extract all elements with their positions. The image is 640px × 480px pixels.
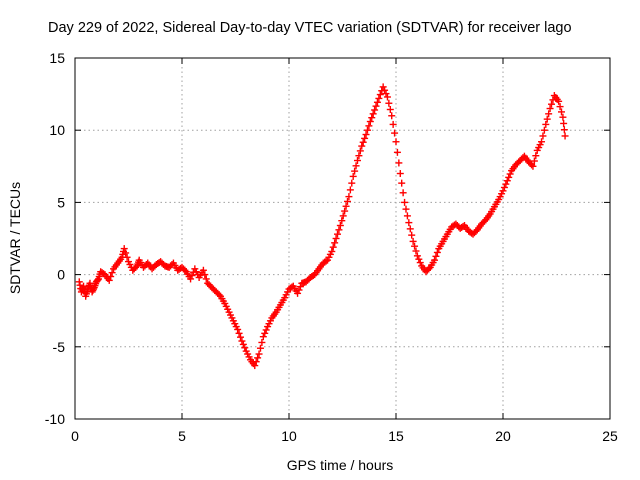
data-point — [546, 105, 554, 113]
y-tick-label: 10 — [49, 122, 65, 138]
y-tick-label: 15 — [49, 50, 65, 66]
data-point — [396, 170, 404, 178]
data-point — [341, 207, 349, 215]
y-axis-label: SDTVAR / TECUs — [7, 182, 23, 294]
data-point — [503, 177, 511, 185]
data-point — [561, 132, 569, 140]
data-point — [238, 337, 246, 345]
axis-ticks — [74, 57, 611, 420]
data-point — [371, 106, 379, 114]
chart-title: Day 229 of 2022, Sidereal Day-to-day VTE… — [48, 20, 572, 36]
data-point — [255, 350, 263, 358]
plot-frame — [74, 57, 611, 420]
data-points — [75, 83, 569, 370]
grid-lines — [75, 58, 610, 419]
data-point — [542, 120, 550, 128]
data-point — [388, 112, 396, 120]
data-point — [375, 94, 383, 102]
data-point — [366, 118, 374, 126]
y-tick-label: 0 — [57, 267, 65, 283]
data-point — [349, 172, 357, 180]
data-point — [336, 222, 344, 230]
data-point — [383, 93, 391, 101]
data-point — [362, 131, 370, 139]
x-tick-label: 10 — [281, 428, 297, 444]
x-tick-label: 25 — [602, 428, 618, 444]
x-tick-label: 20 — [495, 428, 511, 444]
x-tick-labels: 0 5 10 15 20 25 — [71, 428, 618, 444]
y-tick-label: -10 — [45, 411, 65, 427]
data-point — [353, 157, 361, 165]
x-tick-label: 0 — [71, 428, 79, 444]
x-tick-label: 5 — [178, 428, 186, 444]
data-point — [392, 138, 400, 146]
data-point — [559, 113, 567, 121]
data-point — [401, 198, 409, 206]
data-point — [358, 142, 366, 150]
y-tick-label: 5 — [57, 194, 65, 210]
data-point — [409, 237, 417, 245]
data-point-band — [76, 86, 568, 368]
y-tick-labels: -10 -5 0 5 10 15 — [45, 50, 65, 427]
data-point — [332, 235, 340, 242]
data-point — [259, 333, 267, 341]
data-point — [379, 83, 387, 91]
y-tick-label: -5 — [53, 339, 66, 355]
data-point — [413, 252, 421, 260]
data-point — [345, 193, 353, 201]
x-axis-label: GPS time / hours — [287, 457, 394, 473]
x-tick-label: 15 — [388, 428, 404, 444]
data-point — [405, 219, 413, 227]
data-point — [75, 278, 83, 286]
